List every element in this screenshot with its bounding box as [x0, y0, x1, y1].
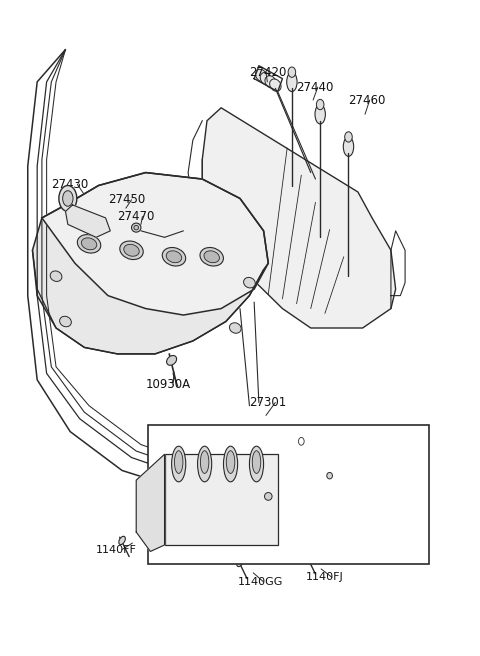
Ellipse shape — [81, 238, 97, 250]
Ellipse shape — [120, 241, 143, 260]
Ellipse shape — [119, 537, 125, 544]
Bar — [148, 425, 429, 564]
Ellipse shape — [345, 276, 352, 297]
Ellipse shape — [237, 558, 243, 567]
Ellipse shape — [316, 99, 324, 110]
Text: 27420: 27420 — [250, 66, 287, 79]
Text: 27460: 27460 — [348, 94, 386, 106]
Ellipse shape — [162, 247, 186, 266]
Polygon shape — [202, 108, 396, 328]
Ellipse shape — [204, 251, 219, 262]
Ellipse shape — [345, 132, 352, 142]
Ellipse shape — [198, 446, 212, 482]
Ellipse shape — [299, 438, 304, 445]
Bar — [165, 455, 278, 545]
Text: 27522: 27522 — [360, 446, 396, 456]
Text: 27450: 27450 — [108, 194, 145, 206]
Ellipse shape — [124, 244, 139, 256]
Ellipse shape — [50, 271, 62, 281]
Ellipse shape — [200, 247, 223, 266]
Text: 1140FF: 1140FF — [96, 544, 137, 554]
Ellipse shape — [270, 79, 281, 91]
Ellipse shape — [174, 451, 183, 474]
Text: 27301: 27301 — [250, 396, 287, 409]
Ellipse shape — [63, 191, 73, 206]
Ellipse shape — [316, 237, 324, 257]
Ellipse shape — [227, 451, 235, 474]
Ellipse shape — [265, 75, 276, 88]
Ellipse shape — [172, 446, 186, 482]
Ellipse shape — [167, 356, 177, 365]
Text: 1140FZ: 1140FZ — [360, 469, 402, 479]
Text: 22444: 22444 — [306, 446, 342, 456]
Text: 27430: 27430 — [51, 178, 89, 191]
Ellipse shape — [229, 323, 241, 333]
Polygon shape — [42, 173, 268, 315]
Ellipse shape — [288, 67, 296, 77]
Polygon shape — [65, 205, 110, 237]
Text: 10930A: 10930A — [145, 379, 191, 392]
Ellipse shape — [255, 70, 267, 81]
Text: 27440: 27440 — [297, 81, 334, 94]
Polygon shape — [33, 173, 268, 354]
Ellipse shape — [260, 73, 272, 85]
Ellipse shape — [60, 316, 72, 327]
Ellipse shape — [200, 451, 209, 474]
Ellipse shape — [132, 223, 141, 232]
Text: 1140GG: 1140GG — [238, 577, 283, 587]
Ellipse shape — [59, 186, 77, 211]
Ellipse shape — [288, 185, 296, 205]
Text: 27367: 27367 — [285, 488, 320, 498]
Ellipse shape — [305, 554, 312, 562]
Ellipse shape — [134, 226, 139, 230]
Ellipse shape — [77, 235, 101, 253]
Text: 1140FJ: 1140FJ — [306, 572, 344, 583]
Ellipse shape — [315, 104, 325, 124]
Ellipse shape — [343, 137, 354, 156]
Polygon shape — [136, 455, 165, 552]
Ellipse shape — [252, 451, 261, 474]
Ellipse shape — [243, 277, 255, 288]
Ellipse shape — [166, 251, 182, 262]
Text: 27470: 27470 — [118, 210, 155, 223]
Ellipse shape — [287, 72, 297, 92]
Ellipse shape — [250, 446, 264, 482]
Ellipse shape — [224, 446, 238, 482]
Ellipse shape — [327, 472, 333, 479]
Ellipse shape — [264, 493, 272, 501]
